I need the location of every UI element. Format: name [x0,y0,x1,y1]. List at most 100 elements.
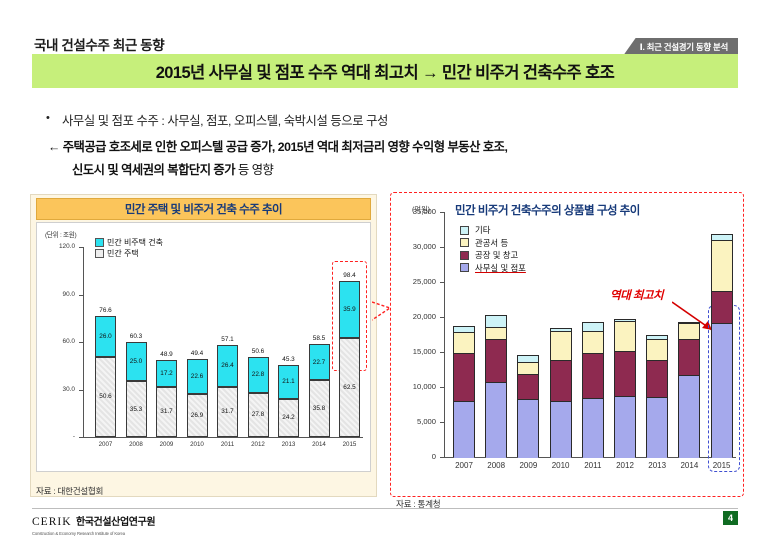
right-bar-segment [550,332,571,361]
right-y-tick-label: 0 [431,452,436,461]
left-bar: 26.0 50.6 [95,315,116,437]
left-bar-segment-nonresidential: 21.1 [278,365,299,399]
left-y-tick-label: - [72,433,75,440]
legend-item-1: 관공서 등 [460,237,526,250]
left-bar: 22.6 26.9 [186,358,208,437]
left-bar-value-residential: 24.2 [282,414,295,422]
left-bar-value-nonresidential: 17.2 [160,369,173,377]
left-x-tick-label: 2013 [281,441,296,448]
left-y-tick-label: 120.0 [59,243,75,250]
left-bar-value-nonresidential: 22.7 [312,358,326,366]
legend-label-1: 관공서 등 [475,237,509,248]
left-y-tick-label: 60.0 [62,338,75,345]
arrow-line-1: ← 주택공급 호조세로 인한 오피스텔 공급 증가, 2015년 역대 최저금리… [48,140,508,154]
right-bar-segment [615,320,635,323]
right-bar [453,326,475,458]
legend-item-0: 민간 비주택 건축 [95,237,163,248]
right-bar-segment [679,323,700,340]
right-x-tick-label: 2009 [519,461,538,470]
legend-label-2: 공장 및 창고 [475,250,519,260]
left-bar-total-label: 49.4 [190,349,204,357]
right-y-tick [440,422,445,423]
left-x-axis [83,437,363,438]
right-y-tick-label: 5,000 [416,417,436,426]
right-bar-segment [647,397,668,458]
right-bar-segment [454,327,474,333]
right-bar [549,327,572,458]
right-bar-segment [518,362,539,376]
right-x-tick-label: 2013 [648,461,667,470]
right-y-tick-label: 20,000 [412,312,436,321]
right-bar [710,233,733,458]
right-y-tick [440,212,445,213]
right-bar-segment [647,361,668,398]
left-bar: 26.4 31.7 [217,345,238,437]
left-bar-value-residential: 27.8 [251,411,265,419]
right-y-tick-label: 35,000 [412,207,436,216]
left-bar-value-nonresidential: 25.0 [129,357,143,365]
legend-item-0: 기타 [460,224,526,237]
left-bar-value-nonresidential: 35.9 [343,306,356,314]
right-bar-segment [486,340,507,384]
right-bar [581,321,604,458]
left-bar-total-label: 57.1 [221,336,234,343]
left-bar-total-label: 48.9 [160,350,173,358]
legend-label-3: 사무실 및 점포 [475,262,526,273]
left-bar-value-residential: 62.5 [343,383,356,391]
left-x-tick-label: 2010 [190,441,204,448]
bullet-dot-icon: • [46,112,50,124]
right-chart-legend: 기타 관공서 등 공장 및 창고 사무실 및 점포 [460,224,526,274]
left-x-tick-label: 2008 [129,441,143,448]
left-bar: 22.7 35.8 [308,344,330,437]
right-bar-segment [518,399,539,458]
right-y-tick [440,317,445,318]
right-y-tick [440,247,445,248]
right-x-tick-label: 2014 [680,461,699,470]
left-bar-total-label: 76.6 [99,306,112,314]
left-bar-total-label: 50.6 [251,347,265,355]
right-bar [517,354,540,458]
left-x-tick-label: 2012 [251,441,265,448]
left-x-tick-label: 2014 [312,441,326,448]
right-x-tick-label: 2007 [455,461,473,470]
left-bar-value-nonresidential: 21.1 [282,378,295,386]
legend-label-1: 민간 주택 [107,249,139,258]
right-bar-segment [518,375,539,400]
logo-subtitle: Construction & Economy Research Institut… [32,530,125,536]
right-y-tick [440,282,445,283]
footer-divider [32,508,738,509]
left-bar-segment-nonresidential: 25.0 [125,341,147,382]
left-y-tick-label: 30.0 [62,385,75,393]
right-bar-segment [454,353,474,402]
bullet-label: 사무실 및 점포 수주 : 사무실, 점포, 오피스텔, 숙박시설 등으로 구성 [62,114,388,128]
right-bar-segment [582,399,603,458]
left-bar-segment-nonresidential: 22.6 [186,358,208,395]
right-bar-segment [550,401,571,458]
connector-arrow-icon [372,301,392,321]
right-x-tick-label: 2008 [487,461,506,470]
right-bar-segment [550,328,571,332]
right-chart-title: 민간 비주거 건축수주의 상품별 구성 추이 [455,205,640,217]
cerik-logo: CERIK 한국건설산업연구원 Construction & Economy R… [32,512,156,536]
left-chart-source: 자료 : 대한건설협회 [36,486,104,496]
right-y-tick-label: 15,000 [412,347,436,356]
legend-item-3: 사무실 및 점포 [460,262,526,275]
legend-swatch-icon [95,249,104,258]
left-bar-total-label: 60.3 [129,332,143,340]
right-bar-segment [518,355,539,363]
left-bar: 35.9 62.5 [339,281,360,437]
left-x-tick-label: 2007 [98,441,113,448]
right-chart-annotation: 역대 최고치 [610,290,664,302]
right-bar [485,314,508,458]
right-bar-segment [550,360,571,402]
right-x-tick-label: 2011 [584,461,602,470]
left-chart-unit: (단위 : 조원) [45,232,77,239]
left-bar: 22.8 27.8 [247,356,269,437]
right-bar-segment [679,339,700,376]
logo-korean-text: 한국건설산업연구원 [75,517,156,528]
left-bar-segment-residential: 26.9 [186,394,208,437]
right-bar-segment [582,322,603,332]
left-y-tick [79,437,84,438]
left-bar-value-residential: 35.3 [129,405,143,413]
left-bar-segment-nonresidential: 26.4 [217,345,238,387]
